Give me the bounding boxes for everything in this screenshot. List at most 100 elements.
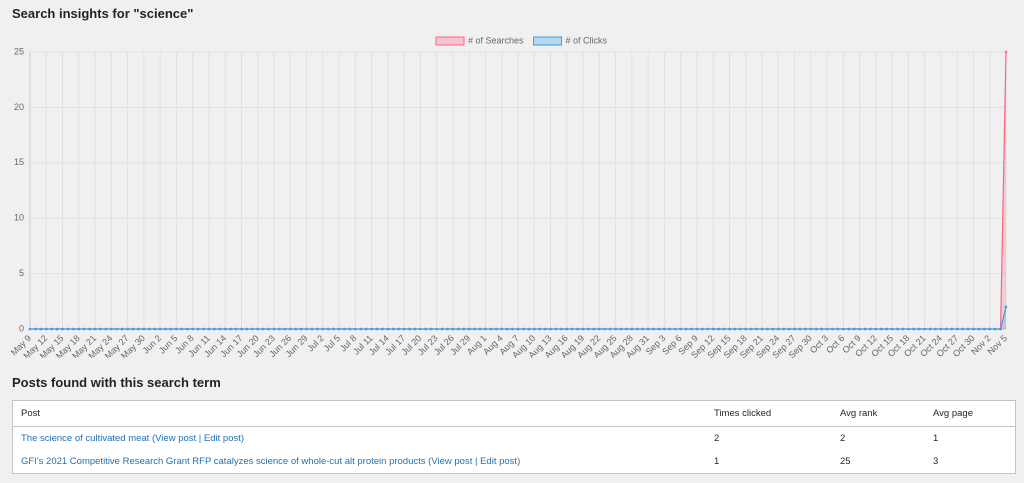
data-point [635,327,639,331]
data-point [185,327,189,331]
data-point [218,327,222,331]
data-point [657,327,661,331]
data-point [191,327,194,331]
data-point [945,327,948,331]
data-point [733,327,737,331]
data-point [234,327,238,331]
data-point [104,327,108,331]
data-point [500,327,504,331]
data-point [581,327,585,331]
data-point [142,327,146,331]
data-point [316,327,319,331]
data-point [337,327,341,331]
legend-label: # of Searches [468,35,524,45]
data-point [793,327,796,331]
data-point [44,327,48,331]
avg-page: 3 [933,456,939,467]
data-point [386,327,390,331]
data-point [576,327,579,331]
data-point [202,327,205,331]
data-point [326,327,330,331]
data-point [869,327,872,331]
data-point [532,327,536,331]
data-point [169,327,173,331]
data-point [570,327,574,331]
data-point [890,327,894,331]
data-point [771,327,775,331]
data-point [207,327,211,331]
legend-swatch [435,36,465,46]
data-point [82,327,86,331]
data-point [955,327,959,331]
view-link[interactable]: View post [155,433,197,444]
data-point [245,327,249,331]
data-point [961,327,964,331]
data-point [516,327,520,331]
table-row: GFI's 2021 Competitive Research Grant RF… [13,450,1016,474]
data-point [147,327,151,331]
data-point [939,327,943,331]
data-point [988,327,992,331]
data-point [93,327,97,331]
edit-wrap: Edit post [196,433,241,444]
edit-link[interactable]: Edit post [203,433,241,444]
data-point [375,327,379,331]
data-point [755,327,758,331]
data-point [446,327,449,331]
data-point [495,327,498,331]
avg-rank: 25 [840,456,851,467]
data-point [614,327,617,331]
column-header: Post [12,400,706,427]
column-header: Times clicked [706,400,832,427]
data-point [77,327,81,331]
data-point [760,327,764,331]
data-point [527,327,531,331]
data-point [462,327,466,331]
data-point [110,327,113,331]
post-link[interactable]: The science of cultivated meat [21,433,150,444]
data-point [213,327,216,331]
post-actions: View post Edit post [152,433,244,444]
y-tick-label: 10 [14,213,24,223]
view-link[interactable]: View post [431,456,473,467]
data-point [673,327,677,331]
data-point [478,327,482,331]
posts-table: Post Times clicked Avg rank Avg page The sci… [12,400,1016,474]
data-point [288,327,292,331]
y-tick-label: 15 [14,157,24,167]
data-point [419,327,422,331]
data-point [766,327,769,331]
data-point [879,327,883,331]
data-point [294,327,297,331]
post-link[interactable]: GFI's 2021 Competitive Research Grant RF… [21,456,426,467]
x-tick-label: Jul 2 [305,333,326,354]
data-point [690,327,693,331]
data-point [272,327,276,331]
data-point [229,327,232,331]
data-point [451,327,455,331]
data-point [364,327,368,331]
data-point [554,327,558,331]
data-point [625,327,628,331]
data-point [435,327,438,331]
data-point [619,327,623,331]
data-point [896,327,899,331]
data-point [885,327,889,331]
data-point [825,327,829,331]
data-point [1004,50,1008,54]
data-point [901,327,905,331]
data-point [923,327,926,331]
data-point [299,327,303,331]
data-point [999,327,1002,331]
data-point [739,327,742,331]
data-point [966,327,970,331]
data-point [251,327,254,331]
data-point [993,327,997,331]
data-point [706,327,710,331]
data-point [440,327,444,331]
edit-link[interactable]: Edit post [480,456,518,467]
edit-wrap: Edit post [472,456,517,467]
data-point [391,327,395,331]
y-tick-label: 25 [14,46,24,56]
data-point [549,327,552,331]
